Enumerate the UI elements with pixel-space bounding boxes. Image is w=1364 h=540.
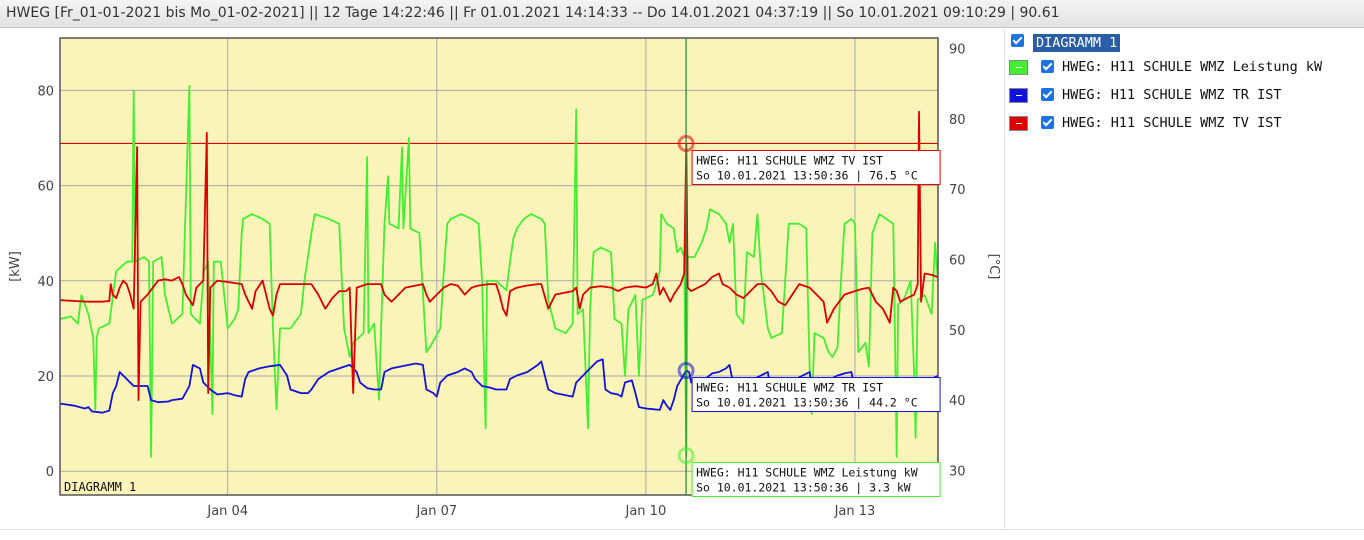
y-right-tick-label: 50 [949, 324, 966, 339]
y-left-tick-label: 0 [46, 465, 54, 480]
tooltip-box-Leistung [691, 461, 941, 497]
line-chart[interactable]: 0 20 40 60 80 30 40 50 60 70 80 90 Jan 04 Jan 07 Jan 1… [0, 29, 1003, 529]
y-right-tick-label: 90 [949, 43, 966, 58]
legend-label-tr: HWEG: H11 SCHULE WMZ TR IST [1062, 87, 1282, 103]
legend-checkbox-leistung[interactable] [1041, 60, 1054, 73]
tooltip-box-TV [691, 149, 941, 185]
y-left-tick-label: 20 [37, 370, 54, 385]
y-right-axis-label: [°C] [986, 254, 1001, 280]
diagram-checkbox[interactable] [1011, 34, 1024, 47]
legend-label-tv: HWEG: H11 SCHULE WMZ TV IST [1062, 115, 1282, 131]
x-tick-label: Jan 04 [206, 504, 248, 519]
legend-diagram-label[interactable]: DIAGRAMM 1 [1033, 34, 1121, 52]
y-left-tick-label: 80 [37, 84, 54, 99]
series-line-2 [60, 110, 938, 402]
tooltip-line2-Leistung: So 10.01.2021 13:50:36 | 3.3 kW [696, 480, 911, 494]
x-tick-label: Jan 10 [625, 504, 667, 519]
bottom-strip [0, 529, 1364, 540]
legend-label-leistung: HWEG: H11 SCHULE WMZ Leistung kW [1062, 59, 1323, 75]
y-right-tick-label: 40 [949, 394, 966, 409]
legend-panel: DIAGRAMM 1 HWEG: H11 SCHULE WMZ Leistung… [1004, 29, 1364, 529]
plot-border [59, 37, 939, 496]
legend-swatch-leistung[interactable] [1009, 60, 1028, 75]
tooltip-line1-Leistung: HWEG: H11 SCHULE WMZ Leistung kW [696, 465, 918, 479]
y-left-axis-label: [kW] [8, 251, 23, 282]
tooltip-box-TR [691, 377, 941, 413]
x-tick-label: Jan 13 [834, 504, 876, 519]
tooltip-line1-TR: HWEG: H11 SCHULE WMZ TR IST [696, 381, 883, 395]
tooltip-line1-TV: HWEG: H11 SCHULE WMZ TV IST [696, 153, 883, 167]
y-left-tick-label: 60 [37, 180, 54, 195]
legend-swatch-tr[interactable] [1009, 88, 1028, 103]
legend-swatch-tv[interactable] [1009, 116, 1028, 131]
window-title: HWEG [Fr_01-01-2021 bis Mo_01-02-2021] |… [6, 5, 1060, 21]
plot-diagram-label: DIAGRAMM 1 [64, 480, 136, 494]
legend-checkbox-tv[interactable] [1041, 116, 1054, 129]
tooltip-line2-TR: So 10.01.2021 13:50:36 | 44.2 °C [696, 396, 918, 410]
cursor-marker-TV [677, 134, 695, 152]
y-right-tick-label: 80 [949, 113, 966, 128]
window-titlebar: HWEG [Fr_01-01-2021 bis Mo_01-02-2021] |… [0, 0, 1364, 28]
tooltip-line2-TV: So 10.01.2021 13:50:36 | 76.5 °C [696, 168, 918, 182]
y-right-tick-label: 30 [949, 464, 966, 479]
cursor-marker-TR [677, 362, 695, 380]
legend-checkbox-tr[interactable] [1041, 88, 1054, 101]
y-right-tick-label: 60 [949, 253, 966, 268]
cursor-marker-Leistung [677, 446, 695, 464]
y-right-tick-label: 70 [949, 183, 966, 198]
x-tick-label: Jan 07 [415, 504, 457, 519]
chart-area[interactable]: 0 20 40 60 80 30 40 50 60 70 80 90 Jan 04 Jan 07 Jan 1… [0, 29, 1003, 529]
y-left-tick-label: 40 [37, 275, 54, 290]
